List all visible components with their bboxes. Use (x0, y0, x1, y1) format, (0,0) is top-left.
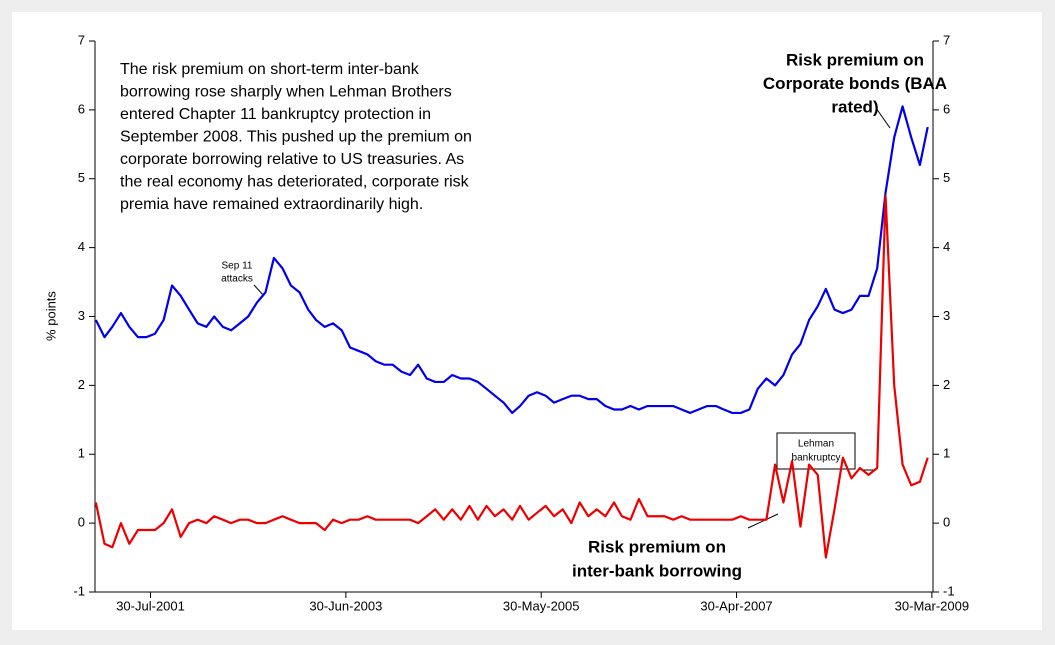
x-tick-label: 30-Jul-2001 (116, 598, 185, 613)
y-axis-label: % points (43, 291, 58, 341)
annotation: borrowing rose sharply when Lehman Broth… (120, 84, 452, 101)
annotation: corporate borrowing relative to US treas… (120, 151, 464, 168)
annotation: entered Chapter 11 bankruptcy protection… (120, 106, 431, 123)
y-tick-label: 7 (78, 32, 85, 47)
y2-tick-label: 7 (943, 32, 950, 47)
annotation: Lehman (798, 439, 834, 450)
leader-line (747, 513, 779, 529)
y-tick-label: 3 (78, 308, 85, 323)
y-tick-label: 6 (78, 101, 85, 116)
series-line (94, 194, 929, 559)
annotation: Sep 11 (222, 261, 253, 272)
annotation: Corporate bonds (BAA (763, 74, 947, 93)
annotation: Risk premium on (588, 537, 726, 556)
y2-tick-label: -1 (943, 583, 955, 598)
annotation: The risk premium on short-term inter-ban… (120, 61, 420, 78)
leader-line (875, 107, 891, 129)
panel (12, 12, 1042, 630)
y2-tick-label: 6 (943, 101, 950, 116)
y2-tick-label: 4 (943, 239, 950, 254)
x-tick-label: 30-Mar-2009 (895, 598, 969, 613)
annotation: attacks (221, 274, 253, 285)
x-tick-label: 30-Jun-2003 (309, 598, 382, 613)
annotation: the real economy has deteriorated, corpo… (120, 174, 470, 191)
y2-tick-label: 0 (943, 515, 950, 530)
y2-tick-label: 3 (943, 308, 950, 323)
series-line (94, 105, 929, 415)
x-tick-label: 30-Apr-2007 (700, 598, 772, 613)
y2-tick-label: 5 (943, 170, 950, 185)
x-tick-label: 30-May-2005 (503, 598, 580, 613)
y-tick-label: 2 (78, 377, 85, 392)
leader-line (253, 284, 265, 297)
y-tick-label: 0 (78, 515, 85, 530)
annotation: inter-bank borrowing (572, 561, 742, 580)
annotation: rated) (831, 97, 878, 116)
y-tick-label: -1 (73, 583, 85, 598)
y2-tick-label: 1 (943, 446, 950, 461)
annotation: September 2008. This pushed up the premi… (120, 129, 472, 146)
y-tick-label: 1 (78, 446, 85, 461)
annotation: bankruptcy (792, 453, 841, 464)
annotation: Risk premium on (786, 50, 924, 69)
annotation: premia have remained extraordinarily hig… (120, 196, 423, 213)
y-tick-label: 4 (78, 239, 85, 254)
y-tick-label: 5 (78, 170, 85, 185)
y2-tick-label: 2 (943, 377, 950, 392)
